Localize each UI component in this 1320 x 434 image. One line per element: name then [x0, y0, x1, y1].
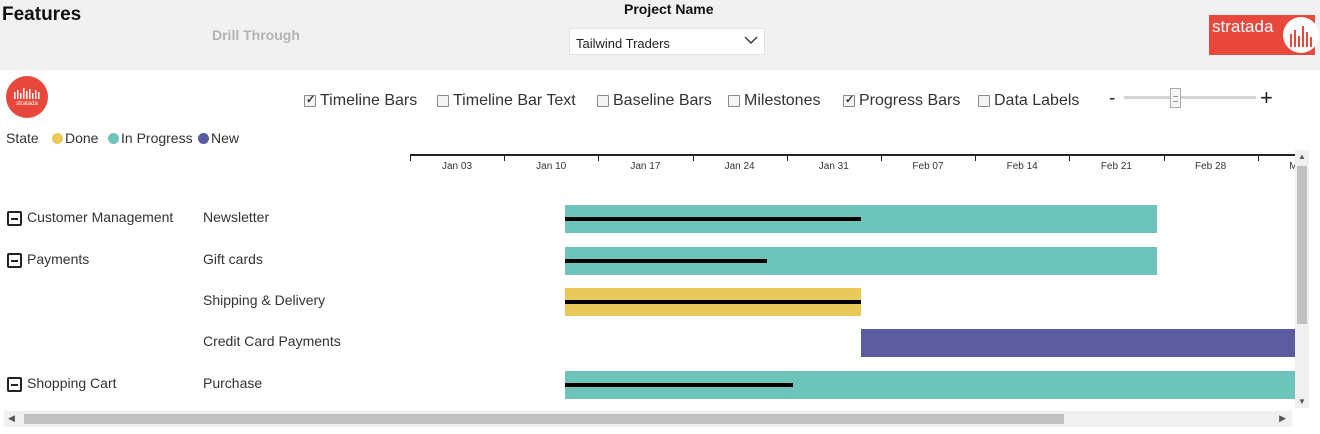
- timeline-bar-text-label: Timeline Bar Text: [453, 92, 576, 109]
- stratada-badge-text: stratada: [16, 101, 38, 107]
- feature-label: Gift cards: [203, 251, 263, 267]
- progress-bars-label: Progress Bars: [859, 92, 961, 109]
- group-label: Payments: [27, 251, 90, 267]
- progress-bar: [564, 300, 861, 304]
- progress-bars-checkbox[interactable]: [843, 93, 855, 107]
- timeline-bars-checkbox[interactable]: [304, 93, 316, 107]
- feature-label: Newsletter: [203, 209, 270, 225]
- gantt-chart-area: [410, 190, 1295, 405]
- scroll-up-icon[interactable]: ▲: [1298, 152, 1306, 161]
- timeline-axis-tick: [975, 154, 977, 161]
- legend-label-done: Done: [65, 130, 99, 146]
- milestones-label: Milestones: [744, 92, 821, 109]
- timeline-axis-label: Jan 17: [630, 161, 661, 172]
- timeline-axis-label: Jan 03: [441, 161, 473, 172]
- progress-bar: [564, 259, 767, 263]
- scroll-left-icon[interactable]: ◀: [8, 413, 15, 423]
- legend-swatch-in-progress: [108, 133, 119, 144]
- timeline-axis-tick: [504, 154, 506, 161]
- timeline-axis-tick: [786, 154, 788, 161]
- legend-label-new: New: [211, 130, 240, 146]
- drill-through-button[interactable]: Drill Through: [212, 27, 300, 43]
- timeline-axis-tick: [692, 154, 694, 161]
- timeline-axis-label: Mar 07: [1289, 161, 1295, 172]
- stratada-logo-text: stratada: [1212, 17, 1274, 36]
- horizontal-scroll-thumb[interactable]: [24, 414, 1064, 424]
- zoom-slider-thumb[interactable]: [1170, 88, 1182, 108]
- progress-bar: [564, 217, 861, 221]
- legend-title: State: [6, 130, 39, 146]
- stratada-logo: stratada: [1209, 15, 1319, 55]
- timeline-axis-tick: [881, 154, 882, 161]
- timeline-bars-label: Timeline Bars: [320, 92, 418, 109]
- group-label: Customer Management: [27, 209, 174, 225]
- milestones-checkbox[interactable]: [728, 95, 740, 107]
- timeline-bar[interactable]: [860, 329, 1295, 357]
- vertical-scrollbar[interactable]: ▲ ▼: [1295, 150, 1309, 408]
- timeline-axis-tick: [1257, 154, 1259, 161]
- timeline-axis-label: Jan 24: [724, 161, 755, 172]
- feature-label: Credit Card Payments: [203, 333, 341, 349]
- legend-swatch-new: [198, 133, 209, 144]
- zoom-out-button[interactable]: -: [1109, 88, 1116, 109]
- timeline-axis-label: Feb 28: [1195, 161, 1227, 172]
- timeline-axis-label: Feb 21: [1100, 161, 1132, 172]
- timeline-axis-line: [410, 154, 1295, 156]
- project-name-dropdown[interactable]: Tailwind Traders: [569, 28, 765, 55]
- timeline-axis: Jan 03 Jan 10 Jan 17 Jan 24 Jan 31 Feb 07 Feb …: [410, 154, 1295, 184]
- timeline-axis-tick: [1069, 154, 1071, 161]
- timeline-axis-tick: [1163, 154, 1165, 161]
- timeline-axis-tick: [410, 154, 411, 161]
- timeline-axis-label: Jan 10: [536, 161, 567, 172]
- vertical-scroll-thumb[interactable]: [1297, 166, 1307, 324]
- timeline-bar-text-checkbox[interactable]: [437, 95, 449, 107]
- report-header: Features Drill Through Project Name Tail…: [0, 0, 1320, 70]
- timeline-axis-label: Jan 31: [818, 161, 849, 172]
- scroll-right-icon[interactable]: ▶: [1279, 413, 1286, 423]
- data-labels-checkbox[interactable]: [978, 95, 990, 107]
- zoom-slider-track[interactable]: [1124, 96, 1256, 99]
- data-labels-label: Data Labels: [994, 92, 1080, 109]
- legend-label-in-progress: In Progress: [121, 130, 193, 146]
- baseline-bars-label: Baseline Bars: [613, 92, 712, 109]
- stratada-badge-logo: stratada: [6, 76, 48, 118]
- group-label: Shopping Cart: [27, 375, 117, 391]
- chevron-down-icon[interactable]: [744, 32, 758, 51]
- project-name-value: Tailwind Traders: [576, 36, 670, 51]
- progress-bar: [564, 383, 794, 387]
- baseline-bars-checkbox[interactable]: [597, 95, 609, 107]
- feature-label: Shipping & Delivery: [203, 292, 326, 308]
- timeline-axis-label: Feb 07: [912, 161, 944, 172]
- horizontal-scrollbar[interactable]: ◀ ▶: [4, 411, 1292, 427]
- timeline-axis-tick: [598, 154, 600, 161]
- collapse-icon[interactable]: [7, 253, 22, 268]
- legend-swatch-done: [52, 133, 63, 144]
- feature-label: Purchase: [203, 375, 263, 391]
- collapse-icon[interactable]: [7, 377, 22, 392]
- collapse-icon[interactable]: [7, 211, 22, 226]
- zoom-in-button[interactable]: +: [1260, 85, 1273, 110]
- page-title: Features: [2, 4, 82, 25]
- project-name-label: Project Name: [624, 1, 714, 17]
- bar-graph-icon: [1283, 17, 1319, 53]
- scroll-down-icon[interactable]: ▼: [1298, 397, 1306, 406]
- timeline-axis-label: Feb 14: [1006, 161, 1038, 172]
